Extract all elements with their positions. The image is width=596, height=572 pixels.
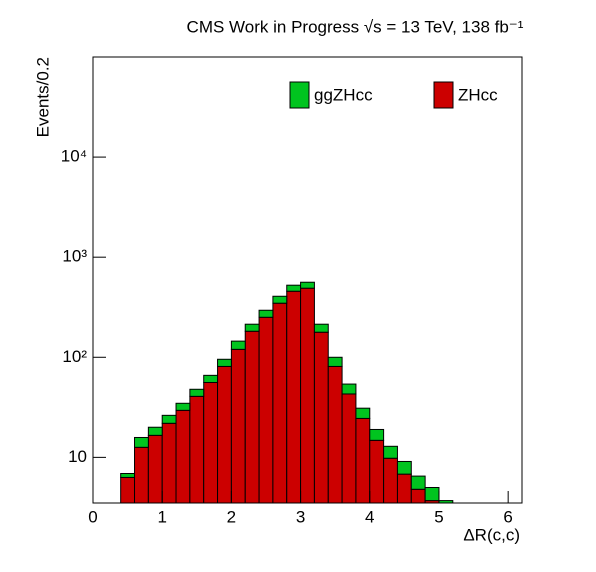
histogram-bar: [244, 330, 260, 503]
histogram-bar: [203, 374, 219, 383]
x-tick-label: 4: [365, 507, 374, 526]
histogram-bar: [369, 428, 385, 441]
histogram-bar: [286, 284, 302, 292]
histogram-bar: [355, 407, 371, 419]
histogram-bar: [189, 395, 205, 503]
histogram-bar: [258, 309, 274, 318]
histogram-bar: [258, 316, 274, 503]
legend-swatch: [289, 81, 310, 109]
x-tick-label: 5: [434, 507, 443, 526]
frame: [92, 56, 523, 504]
chart-title: CMS Work in Progress √s = 13 TeV, 138 fb…: [187, 17, 524, 36]
histogram-bar: [244, 323, 260, 332]
histogram-bar: [341, 383, 357, 395]
histogram-bar: [230, 348, 246, 503]
histogram-bar: [383, 445, 398, 459]
histogram-bar: [327, 365, 343, 503]
histogram-bar: [134, 446, 149, 503]
histogram-bar: [147, 426, 163, 436]
y-tick-label: 10⁴: [61, 147, 87, 166]
histogram-bar: [438, 500, 454, 503]
y-tick-label: 10³: [62, 247, 87, 266]
histogram-bar: [369, 439, 385, 503]
x-tick-label: 3: [296, 507, 305, 526]
histogram-bar: [147, 434, 163, 503]
x-axis-label: ΔR(c,c): [463, 525, 520, 544]
histogram-bar: [396, 460, 412, 475]
histogram-bar: [327, 356, 343, 367]
histogram-bar: [355, 417, 371, 503]
plot-area: [120, 281, 454, 503]
histogram-bar: [189, 388, 205, 397]
y-tick-label: 10²: [62, 347, 87, 366]
legend-label: ZHcc: [458, 85, 498, 104]
histogram-bar: [120, 472, 136, 478]
histogram-bar: [175, 409, 191, 503]
x-tick-label: 0: [88, 507, 97, 526]
histogram-bar: [313, 323, 329, 333]
histogram-bar: [410, 475, 426, 490]
x-tick-label: 1: [157, 507, 166, 526]
histogram-bar: [272, 302, 288, 503]
histogram-bar: [383, 457, 398, 503]
legend-label: ggZHcc: [314, 85, 373, 104]
histogram-bar: [300, 287, 315, 503]
histogram-bar: [217, 365, 232, 503]
x-tick-label: 6: [503, 507, 512, 526]
histogram-bar: [424, 486, 440, 502]
histogram-bar: [300, 281, 315, 289]
histogram-bar: [313, 331, 329, 503]
histogram-bar: [203, 381, 219, 503]
histogram-bar: [217, 358, 232, 367]
x-tick-label: 2: [227, 507, 236, 526]
histogram-bar: [410, 488, 426, 503]
histogram-bar: [134, 436, 149, 448]
histogram-bar: [230, 340, 246, 350]
histogram-bar: [286, 290, 302, 503]
histogram-bar: [272, 295, 288, 304]
histogram-bar: [175, 402, 191, 411]
histogram-bar: [161, 414, 177, 424]
y-axis-label: Events/0.2: [33, 57, 52, 137]
histogram-bar: [161, 422, 177, 503]
histogram-bar: [341, 393, 357, 503]
y-tick-label: 10: [68, 447, 87, 466]
legend-swatch: [433, 81, 454, 109]
